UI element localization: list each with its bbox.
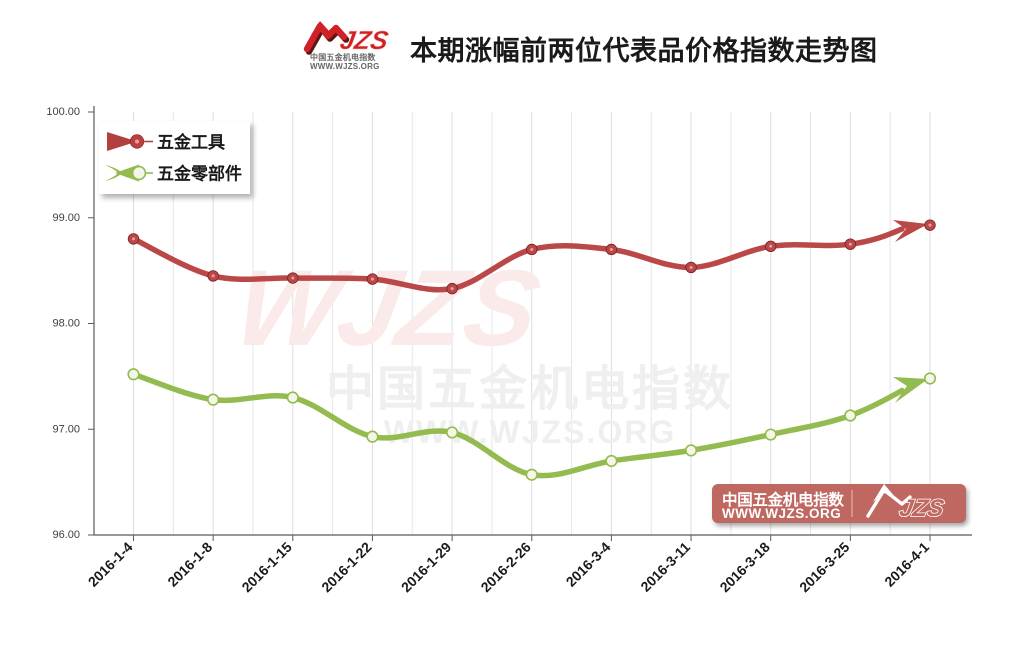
svg-text:五金零部件: 五金零部件: [157, 164, 242, 184]
svg-text:97.00: 97.00: [52, 423, 80, 435]
svg-text:2016-1-15: 2016-1-15: [238, 539, 295, 596]
svg-text:2016-3-25: 2016-3-25: [796, 539, 853, 596]
svg-text:2016-4-1: 2016-4-1: [881, 539, 932, 590]
svg-text:中国五金机电指数: 中国五金机电指数: [326, 363, 734, 416]
svg-text:100.00: 100.00: [46, 106, 80, 118]
svg-text:2016-1-4: 2016-1-4: [85, 539, 136, 590]
svg-text:2016-3-11: 2016-3-11: [637, 539, 693, 595]
svg-text:2016-1-22: 2016-1-22: [318, 539, 375, 596]
svg-text:2016-2-26: 2016-2-26: [477, 539, 534, 596]
svg-text:96.00: 96.00: [52, 529, 80, 541]
svg-text:WWW.WJZS.ORG: WWW.WJZS.ORG: [722, 506, 841, 521]
svg-text:2016-1-29: 2016-1-29: [398, 539, 455, 596]
svg-text:2016-1-8: 2016-1-8: [164, 539, 215, 590]
svg-text:2016-3-18: 2016-3-18: [716, 539, 773, 596]
svg-text:五金工具: 五金工具: [157, 132, 225, 152]
svg-text:99.00: 99.00: [52, 212, 80, 224]
svg-text:2016-3-4: 2016-3-4: [563, 539, 614, 590]
svg-text:JZS: JZS: [897, 495, 946, 522]
svg-text:98.00: 98.00: [52, 318, 80, 330]
